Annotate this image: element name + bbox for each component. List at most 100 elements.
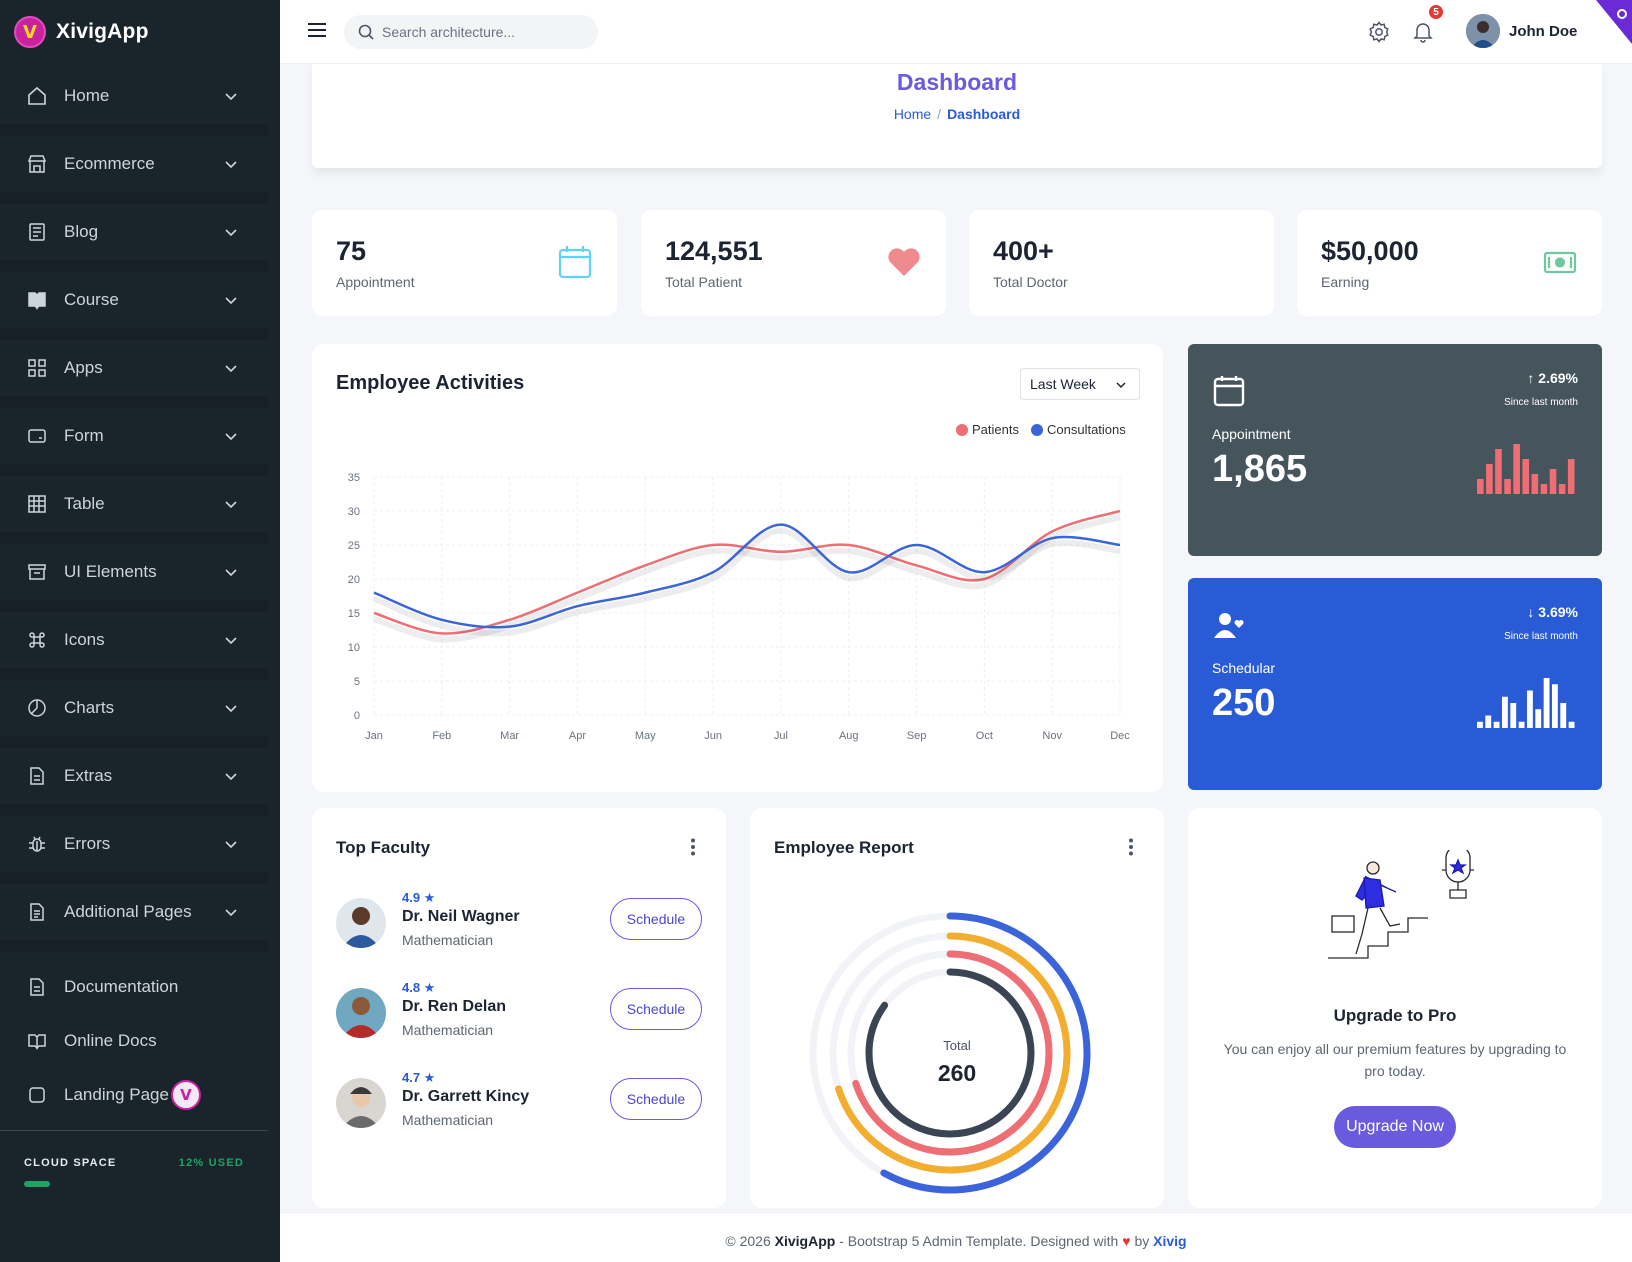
bell-icon[interactable] <box>1411 19 1435 43</box>
legend-item-consultations[interactable]: Consultations <box>1030 422 1126 437</box>
cloud-space: CLOUD SPACE 12% USED <box>0 1130 268 1187</box>
cloud-space-progress <box>24 1181 50 1187</box>
schedule-button[interactable]: Schedule <box>610 898 702 940</box>
mini-bar <box>1522 459 1530 494</box>
sidebar-item-label: Blog <box>64 222 99 241</box>
faculty-role: Mathematician <box>402 1112 494 1128</box>
sidebar-item-ecommerce[interactable]: Ecommerce <box>0 136 268 204</box>
avatar <box>336 1078 386 1128</box>
mini-bar <box>1518 721 1525 728</box>
sidebar-item-label: Ecommerce <box>64 154 155 173</box>
sidebar-item-label: Icons <box>64 630 105 649</box>
radial-bar-chart <box>809 912 1091 1194</box>
sidebar-item-icons[interactable]: Icons <box>0 612 268 680</box>
sidebar-item-blog[interactable]: Blog <box>0 204 268 272</box>
sidebar-item-table[interactable]: Table <box>0 476 268 544</box>
employee-report-card: Employee Report Total 260 <box>750 808 1164 1208</box>
upgrade-card: Upgrade to Pro You can enjoy all our pre… <box>1188 808 1602 1208</box>
card-title: Top Faculty <box>336 838 431 857</box>
more-vertical-icon[interactable] <box>1128 838 1134 856</box>
upgrade-title: Upgrade to Pro <box>1333 1006 1457 1025</box>
avatar[interactable] <box>1466 14 1500 48</box>
footer-brand[interactable]: XivigApp <box>774 1233 836 1249</box>
sidebar-item-label: Course <box>64 290 119 309</box>
upgrade-illustration <box>1328 850 1474 959</box>
sidebar-item-apps[interactable]: Apps <box>0 340 268 408</box>
upgrade-now-button[interactable]: Upgrade Now <box>1334 1106 1456 1148</box>
sidebar-item-charts[interactable]: Charts <box>0 680 268 748</box>
notification-badge: 5 <box>1427 3 1445 21</box>
summary-label: Appointment <box>1212 426 1291 442</box>
sidebar-item-label: Errors <box>64 834 111 853</box>
more-vertical-icon[interactable] <box>690 838 696 856</box>
search-bar[interactable] <box>344 15 598 49</box>
faculty-name: Dr. Garrett Kincy <box>402 1088 530 1105</box>
breadcrumb-home[interactable]: Home <box>893 106 932 122</box>
stat-value: 400+ <box>993 236 1054 266</box>
schedule-button[interactable]: Schedule <box>610 988 702 1030</box>
sidebar-item-label: Home <box>64 86 110 105</box>
schedule-button[interactable]: Schedule <box>610 1078 702 1120</box>
y-tick-label: 0 <box>354 710 360 722</box>
mini-bar <box>1486 464 1493 494</box>
book-open-icon <box>26 289 48 311</box>
series-shadow <box>372 527 1121 637</box>
sidebar-link-label: Documentation <box>64 977 179 996</box>
chevron-down-icon <box>225 909 237 917</box>
radial-bar <box>847 950 1053 1156</box>
sidebar-item-course[interactable]: Course <box>0 272 268 340</box>
search-icon <box>358 24 374 40</box>
stat-label: Total Patient <box>665 274 743 290</box>
x-tick-label: Apr <box>569 730 586 742</box>
mini-bar <box>1531 474 1539 494</box>
employee-activities-card: Employee Activities Last Week Patients C… <box>312 344 1163 792</box>
faculty-item: 4.7 ★ Dr. Garrett Kincy Mathematician <box>336 1070 716 1130</box>
mini-bar <box>1485 715 1492 728</box>
y-tick-label: 35 <box>348 472 360 484</box>
period-select[interactable]: Last Week <box>1020 368 1140 400</box>
sidebar-link-documentation[interactable]: Documentation <box>0 960 268 1014</box>
mini-bar <box>1477 479 1484 494</box>
radial-center-value: 260 <box>937 1060 977 1086</box>
cloud-space-used: 12% USED <box>178 1157 244 1169</box>
sidebar-item-form[interactable]: Form <box>0 408 268 476</box>
summary-label: Schedular <box>1212 660 1276 676</box>
store-icon <box>26 153 48 175</box>
mini-bar <box>1558 484 1566 494</box>
sidebar-link-online-docs[interactable]: Online Docs <box>0 1014 268 1068</box>
gear-icon[interactable] <box>1367 20 1391 44</box>
change-percent: ↑ 2.69% <box>1527 370 1578 386</box>
book-icon <box>26 1030 48 1052</box>
summary-value: 1,865 <box>1212 448 1308 490</box>
mini-bar <box>1560 703 1567 728</box>
sidebar-item-additional-pages[interactable]: Additional Pages <box>0 884 268 952</box>
breadcrumb: Home / Dashboard <box>312 106 1602 122</box>
brand-name: XivigApp <box>56 20 149 43</box>
faculty-name: Dr. Neil Wagner <box>402 908 520 925</box>
sidebar-item-errors[interactable]: Errors <box>0 816 268 884</box>
sidebar-item-home[interactable]: Home <box>0 68 268 136</box>
stat-label: Earning <box>1321 274 1370 290</box>
sidebar-link-landing-page[interactable]: Landing Page V <box>0 1068 268 1122</box>
period-select-value: Last Week <box>1030 376 1096 392</box>
x-tick-label: Jul <box>774 730 788 742</box>
corner-ribbon-icon[interactable] <box>1596 0 1632 44</box>
file-doc-icon <box>26 976 48 998</box>
series-line-patients <box>373 509 1121 635</box>
footer-author-link[interactable]: Xivig <box>1153 1233 1187 1249</box>
legend-item-patients[interactable]: Patients <box>956 422 1019 437</box>
stat-value: 75 <box>336 236 367 266</box>
chevron-down-icon <box>225 841 237 849</box>
brand[interactable]: V XivigApp <box>0 0 280 64</box>
sidebar-item-ui-elements[interactable]: UI Elements <box>0 544 268 612</box>
y-tick-label: 10 <box>348 642 360 654</box>
sidebar-item-extras[interactable]: Extras <box>0 748 268 816</box>
faculty-item: 4.8 ★ Dr. Ren Delan Mathematician <box>336 980 716 1040</box>
menu-toggle-icon[interactable] <box>308 22 326 38</box>
mini-bar-chart <box>1477 678 1575 728</box>
user-name[interactable]: John Doe <box>1509 23 1578 40</box>
brand-badge-icon: V <box>170 1080 201 1110</box>
chevron-down-icon <box>225 229 237 237</box>
mini-bar <box>1504 479 1511 494</box>
search-input[interactable] <box>382 24 572 40</box>
